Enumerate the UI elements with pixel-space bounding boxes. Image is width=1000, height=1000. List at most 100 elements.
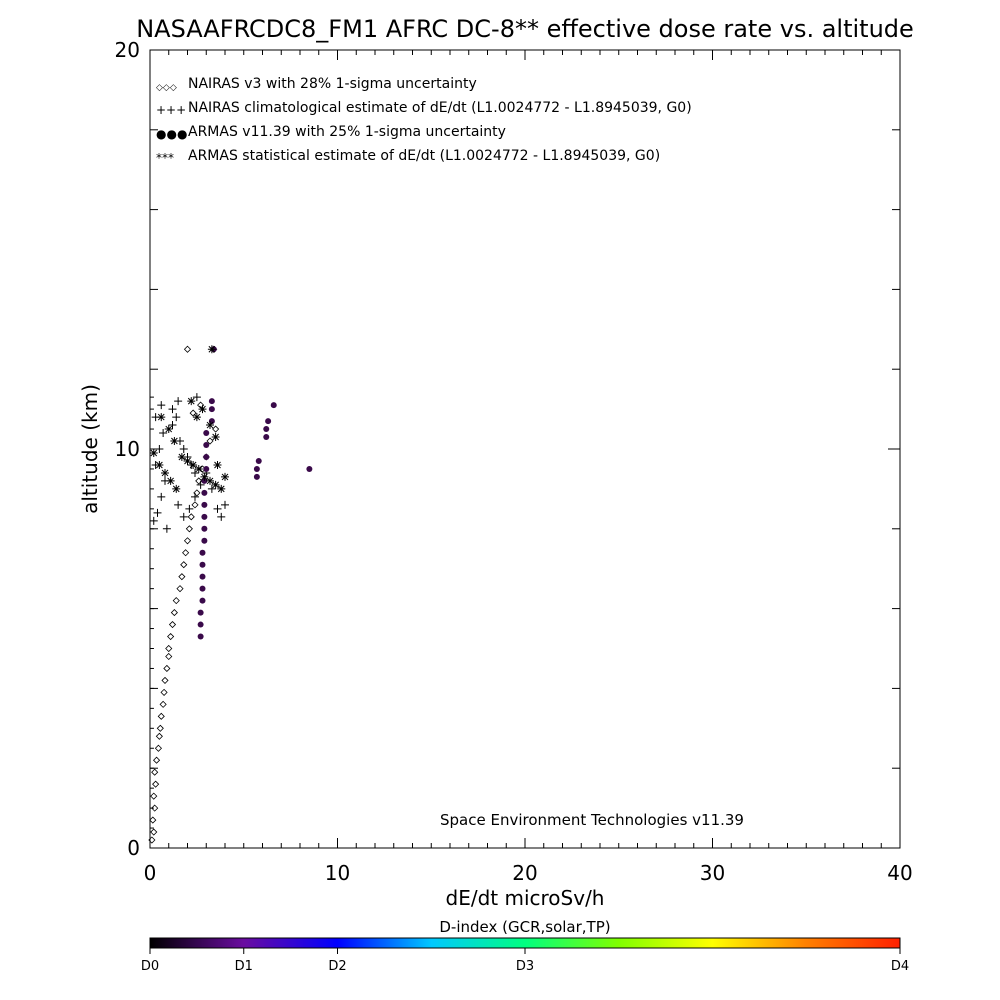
data-point (201, 489, 208, 496)
data-point (199, 573, 206, 580)
data-point (197, 609, 204, 616)
data-point (212, 425, 220, 433)
data-point (150, 828, 158, 836)
data-point (176, 585, 184, 593)
data-point (203, 430, 210, 437)
data-point (255, 457, 262, 464)
data-point (166, 476, 175, 485)
data-point (149, 448, 158, 457)
data-point (198, 405, 207, 414)
data-point (177, 452, 186, 461)
data-point (203, 453, 210, 460)
y-axis-label: altitude (km) (78, 384, 102, 514)
data-point (168, 405, 177, 414)
data-point (270, 402, 277, 409)
data-point (263, 434, 270, 441)
y-tick-label: 0 (127, 836, 140, 860)
legend-symbol: +++ (156, 103, 186, 117)
data-point (213, 504, 222, 513)
data-point (164, 425, 173, 434)
data-point (265, 418, 272, 425)
y-tick-label: 20 (115, 38, 140, 62)
data-point (197, 633, 204, 640)
series-group (148, 345, 220, 844)
data-point (207, 345, 216, 354)
colorbar-tick-label: D0 (141, 959, 159, 974)
legend-label: ARMAS statistical estimate of dE/dt (L1.… (188, 148, 660, 164)
data-point (170, 437, 179, 446)
data-point (221, 500, 229, 509)
plot-frame (149, 49, 901, 849)
data-point (189, 460, 198, 469)
data-point (168, 620, 177, 629)
data-point (213, 460, 222, 469)
data-point (174, 397, 183, 406)
data-point (157, 712, 165, 720)
data-point (187, 513, 195, 521)
data-point (155, 445, 164, 453)
x-tick-label: 30 (700, 861, 725, 885)
data-point (306, 465, 313, 472)
data-point (217, 512, 226, 521)
legend-symbol: ●●● (156, 127, 187, 141)
data-point (221, 472, 229, 481)
data-point (263, 426, 270, 433)
data-point (162, 524, 171, 533)
data-point (180, 561, 188, 569)
data-point (159, 429, 168, 438)
data-point (160, 688, 168, 696)
data-point (211, 480, 220, 489)
colorbar-tick-label: D2 (328, 959, 346, 974)
legend-label: ARMAS v11.39 with 25% 1-sigma uncertaint… (188, 124, 506, 140)
data-point (206, 437, 214, 445)
data-point (196, 480, 205, 489)
data-point (199, 585, 206, 592)
data-point (148, 836, 156, 844)
data-point (154, 744, 163, 752)
series-group (197, 346, 313, 640)
legend-symbol: ◇◇◇ (156, 83, 177, 93)
series-group (149, 345, 229, 493)
colorbar-tick-label: D3 (516, 959, 534, 974)
colorbar-tick-label: D1 (235, 959, 253, 974)
data-point (183, 456, 192, 465)
data-point (217, 484, 226, 493)
data-point (253, 473, 260, 480)
data-point (172, 484, 181, 493)
legend-label: NAIRAS climatological estimate of dE/dt … (188, 100, 692, 116)
data-point (191, 501, 199, 509)
data-point (211, 433, 220, 442)
data-point (200, 472, 209, 481)
data-point (185, 504, 194, 513)
data-point (170, 609, 178, 617)
data-point (192, 393, 201, 402)
data-point (194, 464, 203, 473)
data-point (208, 398, 215, 405)
data-point (203, 442, 210, 449)
data-point (191, 492, 199, 501)
data-point (197, 401, 205, 409)
data-point (183, 537, 192, 545)
data-point (201, 513, 208, 520)
data-point (149, 816, 157, 824)
data-point (207, 484, 216, 493)
credit-text: Space Environment Technologies v11.39 (440, 811, 744, 829)
data-point (151, 768, 159, 776)
data-point (157, 413, 166, 422)
data-point (203, 465, 210, 472)
legend-label: NAIRAS v3 with 28% 1-sigma uncertainty (188, 76, 477, 92)
data-point (168, 421, 177, 430)
data-point (191, 468, 199, 477)
legend-symbol: *** (156, 151, 174, 165)
x-axis-label: dE/dt microSv/h (446, 886, 605, 910)
data-point (165, 652, 173, 661)
data-point (159, 700, 167, 708)
data-point (201, 537, 208, 544)
data-point (163, 664, 171, 673)
data-point (150, 792, 158, 800)
data-point (178, 573, 186, 581)
data-point (155, 460, 164, 469)
data-point (155, 732, 163, 740)
colorbar-title: D-index (GCR,solar,TP) (439, 918, 610, 936)
